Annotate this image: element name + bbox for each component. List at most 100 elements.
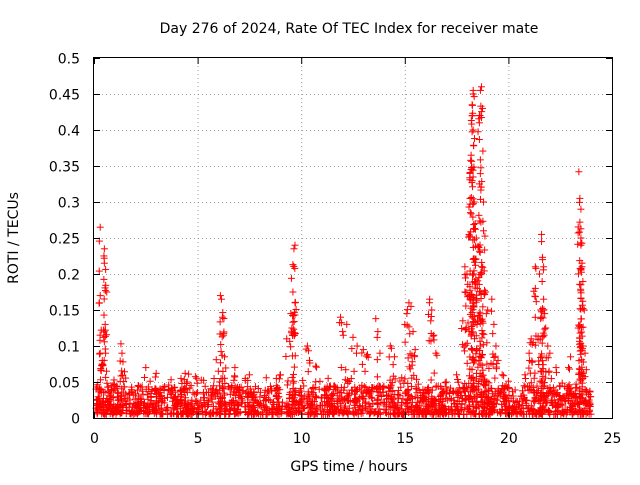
- data-point-baseline: [407, 392, 415, 400]
- data-point: [476, 86, 484, 94]
- data-point-baseline: [134, 381, 142, 389]
- data-point-baseline: [110, 376, 118, 384]
- data-point: [376, 349, 384, 357]
- data-point-cluster: [95, 394, 103, 402]
- data-point-baseline: [585, 410, 593, 418]
- x-tick-labels: 0 5 10 15 20 25: [90, 431, 621, 447]
- data-point-baseline: [167, 376, 175, 384]
- data-point-baseline: [506, 402, 514, 410]
- data-point-baseline: [212, 410, 220, 418]
- data-point-baseline: [284, 404, 292, 412]
- data-point-cluster: [339, 331, 347, 339]
- data-point-baseline: [119, 388, 127, 396]
- data-point-baseline: [144, 408, 152, 416]
- data-point-cluster: [538, 277, 546, 285]
- data-point-cluster: [424, 385, 432, 393]
- data-point: [542, 324, 550, 332]
- data-point-cluster: [485, 379, 493, 387]
- data-point-baseline: [129, 410, 137, 418]
- data-point-cluster: [528, 358, 536, 366]
- data-point-baseline: [241, 408, 249, 416]
- data-point-baseline: [526, 407, 534, 415]
- data-point-baseline: [324, 395, 332, 403]
- data-point-baseline: [426, 409, 434, 417]
- data-point-cluster: [469, 373, 477, 381]
- data-point-baseline: [133, 386, 141, 394]
- data-point-cluster: [462, 289, 470, 297]
- data-point-baseline: [411, 406, 419, 414]
- data-point-baseline: [383, 392, 391, 400]
- data-point-baseline: [359, 393, 367, 401]
- data-point-baseline: [193, 374, 201, 382]
- y-tick-labels: 0 0.05 0.1 0.15 0.2 0.25 0.3 0.35 0.4 0.45 0.5: [49, 52, 80, 428]
- data-point-cluster: [580, 306, 588, 314]
- data-point-baseline: [265, 389, 273, 397]
- data-point: [540, 263, 548, 271]
- data-point-baseline: [233, 384, 241, 392]
- data-point-baseline: [109, 393, 117, 401]
- data-point-baseline: [156, 389, 164, 397]
- data-point-baseline: [404, 402, 412, 410]
- data-point: [305, 356, 313, 364]
- data-point: [472, 234, 480, 242]
- data-point: [488, 295, 496, 303]
- data-point-cluster: [358, 381, 366, 389]
- data-point-cluster: [470, 255, 478, 263]
- data-point: [442, 378, 450, 386]
- data-point-baseline: [291, 390, 299, 398]
- data-point-baseline: [292, 406, 300, 414]
- data-point: [403, 310, 411, 318]
- data-point: [401, 320, 409, 328]
- data-point-baseline: [519, 387, 527, 395]
- data-point-cluster: [478, 263, 486, 271]
- data-point: [475, 112, 483, 120]
- data-point: [96, 223, 104, 231]
- data-point-baseline: [210, 375, 218, 383]
- data-point-cluster: [362, 352, 370, 360]
- data-point-baseline: [377, 392, 385, 400]
- data-point-cluster: [479, 303, 487, 311]
- data-point-cluster: [581, 373, 589, 381]
- data-point: [241, 374, 249, 382]
- data-point: [291, 241, 299, 249]
- data-point-cluster: [531, 293, 539, 301]
- data-point-baseline: [451, 400, 459, 408]
- data-point-baseline: [554, 406, 562, 414]
- data-point-cluster: [151, 373, 159, 381]
- data-point-cluster: [474, 312, 482, 320]
- data-point-baseline: [572, 380, 580, 388]
- data-point-baseline: [127, 386, 135, 394]
- data-point-cluster: [479, 263, 487, 271]
- data-point-baseline: [201, 382, 209, 390]
- data-point-baseline: [505, 385, 513, 393]
- data-point-cluster: [547, 375, 555, 383]
- data-point-baseline: [283, 400, 291, 408]
- data-point-cluster: [545, 367, 553, 375]
- data-point-cluster: [141, 399, 149, 407]
- data-point-baseline: [188, 396, 196, 404]
- data-point: [577, 241, 585, 249]
- data-point-baseline: [116, 400, 124, 408]
- data-point-baseline: [300, 382, 308, 390]
- y-tick-label: 0.15: [49, 304, 80, 320]
- data-point-cluster: [578, 363, 586, 371]
- data-point-baseline: [310, 410, 318, 418]
- data-point-baseline: [109, 410, 117, 418]
- data-point-cluster: [490, 353, 498, 361]
- data-point: [581, 349, 589, 357]
- data-point-cluster: [103, 288, 111, 296]
- data-point: [372, 315, 380, 323]
- data-point-baseline: [256, 393, 264, 401]
- data-point-baseline: [161, 383, 169, 391]
- data-point-cluster: [483, 339, 491, 347]
- data-point-baseline: [509, 392, 517, 400]
- data-point: [480, 227, 488, 235]
- data-point-baseline: [309, 388, 317, 396]
- data-point-baseline: [556, 382, 564, 390]
- data-point: [567, 353, 575, 361]
- data-point-baseline: [586, 402, 594, 410]
- data-point: [467, 166, 475, 174]
- data-point-baseline: [322, 387, 330, 395]
- data-point-baseline: [410, 410, 418, 418]
- data-point-cluster: [470, 335, 478, 343]
